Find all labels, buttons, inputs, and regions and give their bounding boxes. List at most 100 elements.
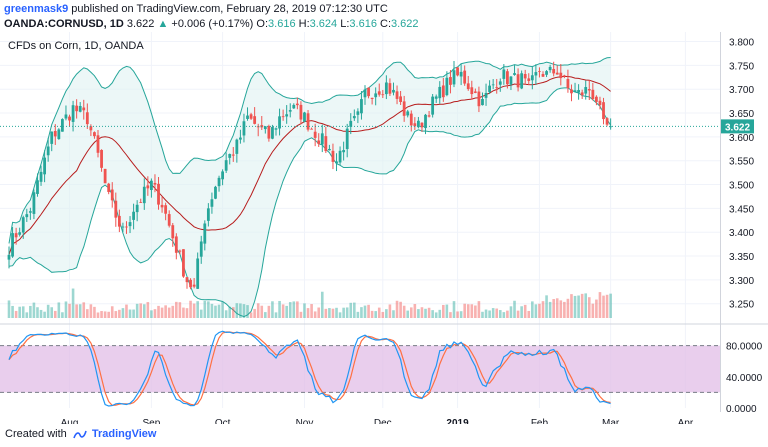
candle[interactable] bbox=[527, 73, 531, 86]
candle[interactable] bbox=[459, 63, 463, 86]
candle[interactable] bbox=[534, 64, 538, 85]
candle[interactable] bbox=[196, 252, 200, 290]
candle[interactable] bbox=[538, 67, 541, 78]
candle[interactable] bbox=[239, 129, 242, 144]
candle[interactable] bbox=[43, 150, 46, 183]
candle[interactable] bbox=[541, 71, 545, 77]
candle[interactable] bbox=[25, 208, 29, 222]
candlesticks[interactable] bbox=[7, 61, 613, 290]
candle[interactable] bbox=[285, 105, 289, 124]
candle[interactable] bbox=[82, 99, 86, 120]
candle[interactable] bbox=[142, 178, 146, 210]
candle[interactable] bbox=[278, 108, 281, 136]
candle[interactable] bbox=[313, 123, 317, 147]
candle[interactable] bbox=[281, 109, 285, 121]
candle[interactable] bbox=[441, 77, 445, 102]
candle[interactable] bbox=[18, 227, 22, 237]
candle[interactable] bbox=[125, 221, 128, 234]
candle[interactable] bbox=[420, 122, 424, 132]
candle[interactable] bbox=[299, 101, 303, 125]
candle[interactable] bbox=[160, 196, 164, 213]
candle[interactable] bbox=[506, 68, 509, 89]
candle[interactable] bbox=[360, 91, 363, 120]
candle[interactable] bbox=[580, 89, 584, 99]
candle[interactable] bbox=[146, 176, 150, 196]
candle[interactable] bbox=[456, 67, 459, 77]
candle[interactable] bbox=[498, 78, 502, 92]
candle[interactable] bbox=[484, 83, 488, 106]
candle[interactable] bbox=[452, 61, 456, 88]
candle[interactable] bbox=[477, 86, 481, 113]
candle[interactable] bbox=[320, 124, 324, 153]
candle[interactable] bbox=[150, 178, 153, 198]
candle[interactable] bbox=[217, 175, 221, 192]
candle[interactable] bbox=[445, 71, 449, 97]
candle[interactable] bbox=[602, 97, 605, 125]
candle[interactable] bbox=[434, 94, 438, 103]
candle[interactable] bbox=[36, 173, 39, 197]
candle[interactable] bbox=[466, 75, 470, 91]
candle[interactable] bbox=[370, 97, 374, 105]
candle[interactable] bbox=[288, 103, 292, 118]
candle[interactable] bbox=[338, 146, 342, 166]
candle[interactable] bbox=[306, 110, 310, 132]
candle[interactable] bbox=[78, 102, 82, 113]
candle[interactable] bbox=[303, 111, 306, 123]
candle[interactable] bbox=[570, 84, 573, 102]
candle[interactable] bbox=[520, 70, 524, 90]
candle[interactable] bbox=[263, 126, 267, 134]
candle[interactable] bbox=[271, 124, 274, 140]
candle[interactable] bbox=[417, 116, 420, 129]
candle[interactable] bbox=[50, 131, 54, 152]
candle[interactable] bbox=[402, 95, 406, 122]
candle[interactable] bbox=[46, 137, 50, 162]
candle[interactable] bbox=[406, 109, 410, 118]
candle[interactable] bbox=[395, 85, 399, 105]
candle[interactable] bbox=[356, 108, 360, 124]
candle[interactable] bbox=[509, 76, 513, 91]
candle[interactable] bbox=[292, 103, 296, 109]
candle[interactable] bbox=[114, 192, 118, 227]
candle[interactable] bbox=[388, 78, 392, 97]
tradingview-brand-link[interactable]: TradingView bbox=[91, 428, 157, 440]
candle[interactable] bbox=[206, 203, 210, 227]
candle[interactable] bbox=[132, 203, 135, 230]
chart-area[interactable]: 3.800 3.750 3.700 3.650 3.600 3.550 3.500 3.450… bbox=[0, 32, 768, 424]
candle[interactable] bbox=[566, 69, 570, 93]
candle[interactable] bbox=[392, 82, 395, 96]
candle[interactable] bbox=[495, 78, 499, 94]
candle[interactable] bbox=[324, 126, 328, 154]
candle[interactable] bbox=[231, 147, 235, 162]
candle[interactable] bbox=[598, 96, 602, 110]
candle[interactable] bbox=[449, 70, 452, 94]
candle[interactable] bbox=[107, 182, 111, 195]
candle[interactable] bbox=[352, 109, 356, 121]
candle[interactable] bbox=[178, 249, 182, 255]
author-name[interactable]: greenmask9 bbox=[4, 3, 69, 15]
candle[interactable] bbox=[559, 64, 563, 86]
candle[interactable] bbox=[214, 185, 217, 200]
candle[interactable] bbox=[384, 75, 388, 100]
candle[interactable] bbox=[96, 130, 100, 158]
candle[interactable] bbox=[605, 117, 609, 127]
candle[interactable] bbox=[224, 152, 228, 173]
candle[interactable] bbox=[174, 233, 178, 260]
candle[interactable] bbox=[577, 84, 580, 100]
candle[interactable] bbox=[32, 189, 36, 220]
candle[interactable] bbox=[249, 112, 253, 120]
candle[interactable] bbox=[502, 64, 506, 85]
candle[interactable] bbox=[128, 216, 132, 234]
candle[interactable] bbox=[85, 103, 89, 129]
candle[interactable] bbox=[609, 118, 613, 130]
candle[interactable] bbox=[513, 65, 516, 76]
candle[interactable] bbox=[117, 209, 121, 233]
candle[interactable] bbox=[424, 113, 427, 135]
candle[interactable] bbox=[516, 68, 520, 92]
candle[interactable] bbox=[295, 97, 299, 110]
candle[interactable] bbox=[491, 79, 495, 90]
candle[interactable] bbox=[103, 168, 107, 184]
candle[interactable] bbox=[463, 65, 467, 86]
candle[interactable] bbox=[61, 118, 64, 132]
candle[interactable] bbox=[584, 80, 588, 100]
candle[interactable] bbox=[153, 174, 157, 193]
